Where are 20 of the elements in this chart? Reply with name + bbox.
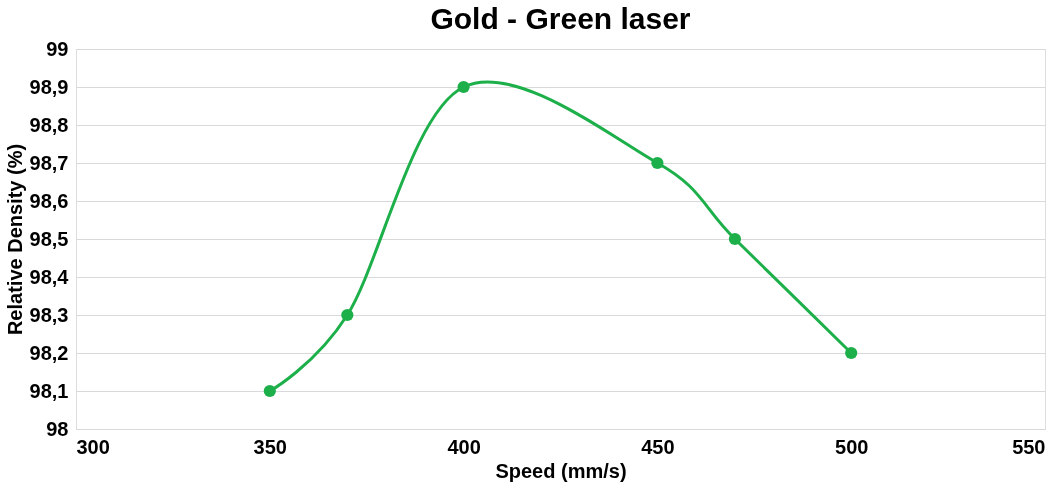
- y-tick-label: 98,9: [29, 75, 69, 98]
- chart-title: Gold - Green laser: [430, 2, 691, 35]
- x-tick-label: 400: [447, 435, 481, 458]
- x-tick-label: 550: [1012, 435, 1046, 458]
- x-tick-label: 450: [641, 435, 675, 458]
- y-tick-label: 98,8: [29, 113, 69, 136]
- y-axis-title: Relative Density (%): [3, 143, 26, 336]
- x-axis-title: Speed (mm/s): [495, 459, 627, 482]
- x-tick-label: 300: [76, 435, 110, 458]
- y-tick-label: 98,7: [29, 151, 69, 174]
- y-tick-label: 99: [46, 37, 69, 60]
- y-tick-label: 98,2: [29, 341, 69, 364]
- x-tick-label: 500: [835, 435, 869, 458]
- y-tick-label: 98,3: [29, 303, 69, 326]
- y-tick-label: 98,6: [29, 189, 69, 212]
- y-tick-label: 98,4: [29, 265, 70, 288]
- x-tick-label: 350: [253, 435, 287, 458]
- y-tick-label: 98,1: [29, 379, 69, 402]
- y-tick-label: 98: [46, 417, 69, 440]
- y-tick-label: 98,5: [29, 227, 69, 250]
